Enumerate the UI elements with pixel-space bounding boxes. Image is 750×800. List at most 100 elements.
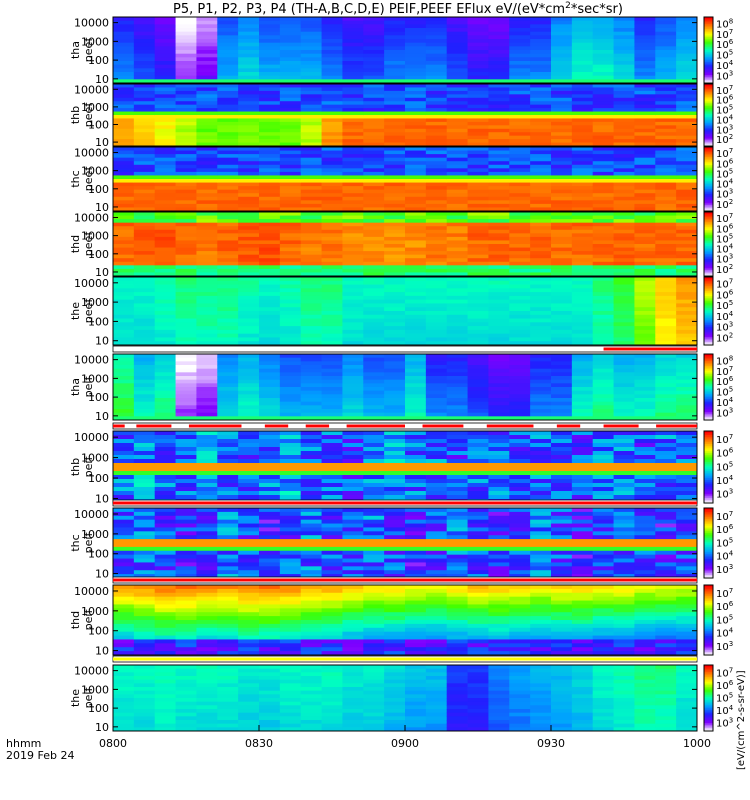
spectrogram-cell — [425, 132, 448, 137]
spectrogram-cell — [196, 288, 218, 293]
spectrogram-cell — [551, 258, 573, 263]
spectrogram-cell — [321, 588, 343, 594]
spectrogram-cell — [530, 487, 552, 492]
spectrogram-cell — [551, 171, 573, 176]
spectrogram-cell — [300, 35, 322, 40]
colorbar-cell — [704, 396, 713, 399]
colorbar-cell — [704, 180, 713, 183]
spectrogram-cell — [154, 479, 176, 484]
spectrogram-cell — [613, 207, 635, 212]
colorbar-cell — [704, 477, 713, 480]
spectrogram-cell — [425, 247, 448, 252]
spectrogram-cell — [676, 79, 698, 84]
spectrogram-cell — [300, 50, 322, 55]
spectrogram-cell — [676, 233, 698, 238]
spectrogram-cell — [238, 203, 260, 208]
spectrogram-cell — [655, 495, 677, 500]
spectrogram-cell — [446, 251, 468, 256]
spectrogram-cell — [467, 292, 489, 297]
spectrogram-cell — [133, 79, 156, 84]
spectrogram-cell — [217, 546, 239, 552]
spectrogram-cell — [613, 326, 635, 331]
spectrogram-cell — [217, 616, 239, 621]
spectrogram-cell — [154, 207, 176, 212]
spectrogram-cell — [217, 387, 239, 392]
spectrogram-cell — [571, 562, 594, 567]
spectrogram-cell — [196, 28, 218, 33]
spectrogram-cell — [133, 368, 156, 373]
spectrogram-cell — [259, 394, 281, 399]
spectrogram-cell — [592, 168, 614, 173]
spectrogram-cell — [488, 157, 510, 162]
colorbar-tick-label: 103 — [716, 407, 733, 420]
spectrogram-cell — [238, 268, 260, 273]
spectrogram-cell — [405, 157, 427, 162]
spectrogram-cell — [133, 647, 156, 652]
spectrogram-cell — [551, 390, 573, 395]
spectrogram-cell — [363, 90, 385, 95]
spectrogram-cell — [634, 277, 656, 282]
spectrogram-cell — [154, 132, 176, 137]
spectrogram-cell — [259, 365, 281, 370]
colorbar-cell — [704, 539, 713, 542]
spectrogram-cell — [530, 97, 552, 102]
spectrogram-cell — [613, 104, 635, 109]
spectrogram-cell — [592, 179, 614, 183]
spectrogram-cell — [551, 376, 573, 381]
colorbar-tick-label: 105 — [716, 386, 733, 399]
colorbar-cell — [704, 501, 713, 504]
spectrogram-cell — [217, 527, 239, 532]
spectrogram-cell — [342, 341, 364, 346]
spectrogram-cell — [551, 200, 573, 205]
colorbar-cell — [704, 252, 713, 254]
spectrogram-cell — [530, 412, 552, 417]
spectrogram-cell — [363, 439, 385, 444]
spectrogram-cell — [488, 372, 510, 377]
spectrogram-cell — [488, 46, 510, 51]
spectrogram-cell — [446, 236, 468, 241]
spectrogram-cell — [467, 435, 489, 440]
spectrogram-cell — [634, 154, 656, 159]
spectrogram-cell — [571, 171, 594, 176]
spectrogram-cell — [363, 329, 385, 335]
spectrogram-cell — [300, 171, 322, 176]
colorbar-cell — [704, 21, 713, 24]
spectrogram-cell — [196, 487, 218, 492]
spectrogram-cell — [196, 97, 218, 102]
spectrogram-cell — [509, 268, 531, 273]
spectrogram-cell — [113, 431, 135, 436]
spectrogram-cell — [425, 303, 448, 308]
spectrogram-cell — [279, 539, 302, 544]
spectrogram-cell — [571, 531, 594, 536]
spectrogram-cell — [133, 455, 156, 460]
spectrogram-cell — [488, 326, 510, 331]
spectrogram-cell — [133, 546, 156, 552]
spectrogram-cell — [446, 212, 468, 216]
spectrogram-cell — [363, 182, 385, 187]
spectrogram-cell — [530, 111, 552, 116]
spectrogram-cell — [175, 562, 197, 567]
spectrogram-cell — [175, 341, 197, 346]
spectrogram-cell — [321, 322, 343, 327]
spectrogram-cell — [488, 42, 510, 47]
spectrogram-cell — [467, 90, 489, 95]
spectrogram-cell — [592, 398, 614, 403]
spectrogram-cell — [300, 643, 322, 648]
spectrogram-cell — [342, 118, 364, 123]
colorbar-cell — [704, 362, 713, 365]
flag-segment — [305, 424, 330, 428]
spectrogram-cell — [175, 574, 197, 579]
panel-label-product: peef — [82, 298, 95, 324]
spectrogram-cell — [425, 314, 448, 319]
spectrogram-cell — [405, 79, 427, 84]
spectrogram-cell — [384, 535, 406, 540]
spectrogram-cell — [655, 412, 677, 417]
spectrogram-cell — [676, 118, 698, 123]
spectrogram-cell — [405, 483, 427, 488]
spectrogram-cell — [238, 570, 260, 575]
spectrogram-cell — [279, 329, 302, 335]
spectrogram-cell — [530, 616, 552, 621]
spectrogram-cell — [634, 326, 656, 331]
colorbar-tick-label: 105 — [716, 49, 733, 62]
spectrogram-cell — [384, 383, 406, 388]
